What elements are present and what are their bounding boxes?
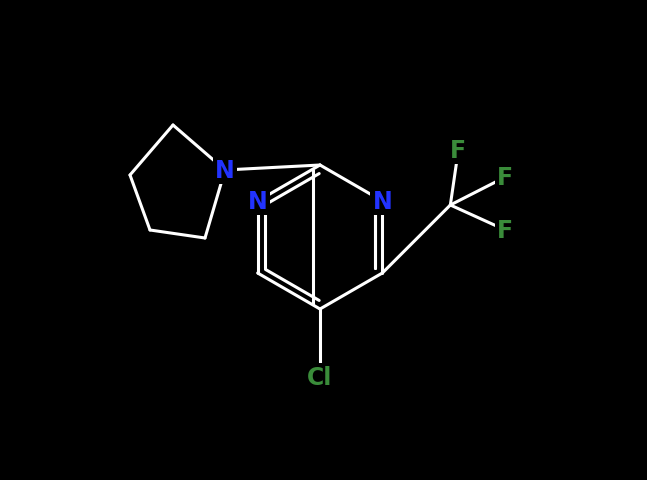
Text: F: F bbox=[450, 139, 466, 163]
Text: F: F bbox=[498, 166, 514, 190]
Text: N: N bbox=[373, 190, 392, 214]
Text: F: F bbox=[498, 218, 514, 242]
Text: N: N bbox=[215, 159, 235, 182]
Text: N: N bbox=[248, 190, 267, 214]
Text: Cl: Cl bbox=[307, 365, 333, 389]
